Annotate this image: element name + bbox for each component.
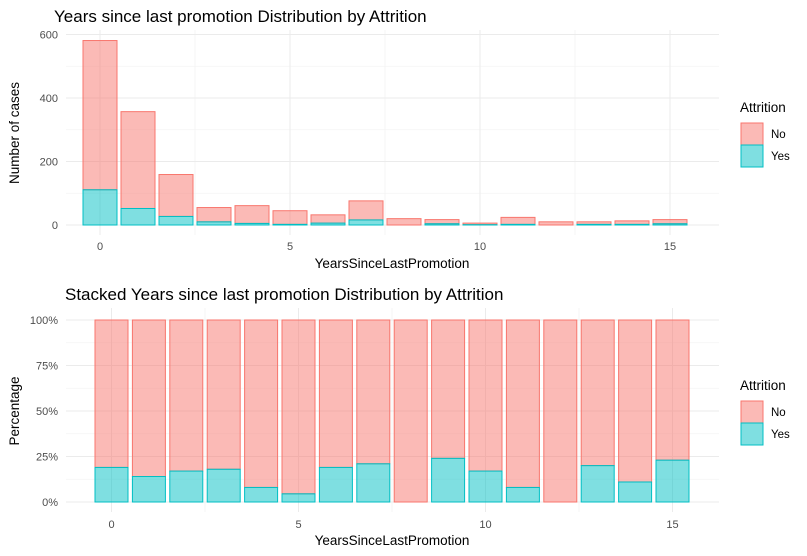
bottom-bar-yes-0 (94, 466, 129, 503)
bottom-chart-x-axis-label: YearsSinceLastPromotion (315, 533, 470, 548)
top-bar-no-4 (234, 205, 270, 224)
top-bar-yes-14 (614, 223, 650, 226)
bottom-chart-y-axis-label: Percentage (7, 376, 22, 445)
bottom-bar-no-11 (505, 319, 540, 488)
bottom-x-tick-label: 5 (295, 519, 301, 531)
bottom-chart-legend: Attrition No Yes (740, 378, 790, 446)
bottom-bar-no-6 (318, 319, 353, 468)
bottom-bar-yes-10 (468, 470, 503, 503)
bottom-bar-no-15 (655, 319, 690, 461)
bottom-bar-no-1 (131, 319, 166, 478)
legend-key-yes (740, 422, 764, 446)
top-chart-ticks: 0 200 400 600 0 5 10 15 (40, 30, 676, 254)
top-bar-yes-2 (158, 215, 194, 226)
bottom-bar-yes-2 (169, 470, 204, 503)
top-chart-title: Years since last promotion Distribution … (54, 7, 427, 26)
bottom-bar-yes-7 (356, 463, 391, 503)
legend-label-no: No (771, 129, 786, 141)
top-chart-x-axis-label: YearsSinceLastPromotion (315, 256, 470, 271)
top-x-tick-label: 15 (664, 241, 676, 253)
bottom-bar-no-5 (281, 319, 316, 495)
top-bar-no-5 (272, 210, 308, 225)
top-y-tick-label: 400 (40, 93, 58, 105)
top-bar-no-0 (82, 40, 118, 191)
top-bar-no-8 (386, 218, 422, 226)
legend-title: Attrition (740, 378, 786, 393)
top-bar-no-1 (120, 111, 156, 209)
bottom-bar-yes-5 (281, 493, 316, 503)
bottom-chart-ticks: 0% 25% 50% 75% 100% 0 5 10 15 (30, 315, 679, 531)
top-y-tick-label: 0 (52, 220, 58, 232)
legend-key-yes (740, 144, 764, 168)
bottom-bar-yes-1 (131, 476, 166, 503)
bottom-bar-no-12 (543, 319, 578, 503)
bottom-bar-yes-14 (618, 481, 653, 503)
bottom-bar-yes-4 (244, 486, 279, 503)
top-y-tick-label: 600 (40, 30, 58, 42)
bottom-y-tick-label: 25% (36, 452, 58, 464)
top-chart-bars (82, 40, 688, 226)
bottom-bar-no-8 (393, 319, 428, 503)
top-x-tick-label: 0 (97, 241, 103, 253)
top-bar-yes-0 (82, 189, 118, 226)
legend-label-no: No (771, 407, 786, 419)
top-bar-no-3 (196, 207, 232, 223)
bottom-bar-yes-9 (431, 457, 466, 503)
top-y-tick-label: 200 (40, 157, 58, 169)
top-bar-no-2 (158, 174, 194, 217)
bottom-bar-no-10 (468, 319, 503, 472)
bottom-bar-yes-11 (505, 486, 540, 503)
top-bar-no-12 (538, 221, 574, 226)
bottom-y-tick-label: 0% (42, 497, 58, 509)
bottom-bar-no-13 (580, 319, 615, 467)
bottom-bar-no-2 (169, 319, 204, 472)
top-bar-yes-15 (652, 223, 688, 226)
bottom-x-tick-label: 0 (108, 519, 114, 531)
bottom-bar-no-9 (431, 319, 466, 459)
bottom-bar-no-7 (356, 319, 391, 465)
top-bar-yes-11 (500, 223, 536, 226)
legend-title: Attrition (740, 100, 786, 115)
bottom-bar-no-3 (206, 319, 241, 470)
top-chart-y-axis-label: Number of cases (7, 82, 22, 184)
bottom-bar-yes-3 (206, 468, 241, 503)
legend-key-no (740, 122, 764, 146)
bottom-bar-yes-6 (318, 466, 353, 503)
top-bar-yes-4 (234, 222, 270, 226)
top-bar-yes-5 (272, 223, 308, 226)
bottom-chart-bars (94, 319, 690, 503)
legend-label-yes: Yes (771, 429, 790, 441)
top-bar-no-14 (614, 220, 650, 225)
top-bar-yes-1 (120, 207, 156, 226)
top-bar-no-9 (424, 219, 460, 225)
top-bar-no-6 (310, 214, 346, 224)
bottom-x-tick-label: 15 (666, 519, 678, 531)
bottom-bar-no-14 (618, 319, 653, 483)
bottom-bar-yes-13 (580, 465, 615, 503)
legend-key-no (740, 400, 764, 424)
top-bar-yes-9 (424, 223, 460, 226)
top-bar-yes-6 (310, 222, 346, 226)
bottom-x-tick-label: 10 (479, 519, 491, 531)
bottom-bar-yes-15 (655, 459, 690, 503)
top-bar-no-11 (500, 216, 536, 225)
top-bar-yes-13 (576, 223, 612, 226)
top-bar-no-15 (652, 219, 688, 225)
top-x-tick-label: 5 (287, 241, 293, 253)
top-chart-legend: Attrition No Yes (740, 100, 790, 168)
top-bar-yes-7 (348, 219, 384, 226)
top-bar-yes-3 (196, 221, 232, 226)
bottom-bar-no-0 (94, 319, 129, 468)
top-x-tick-label: 10 (474, 241, 486, 253)
legend-label-yes: Yes (771, 151, 790, 163)
bottom-y-tick-label: 75% (36, 361, 58, 373)
bottom-bar-no-4 (244, 319, 279, 488)
top-bar-no-7 (348, 200, 384, 221)
bottom-chart-title: Stacked Years since last promotion Distr… (65, 285, 503, 304)
bottom-y-tick-label: 100% (30, 315, 58, 327)
bottom-y-tick-label: 50% (36, 406, 58, 418)
